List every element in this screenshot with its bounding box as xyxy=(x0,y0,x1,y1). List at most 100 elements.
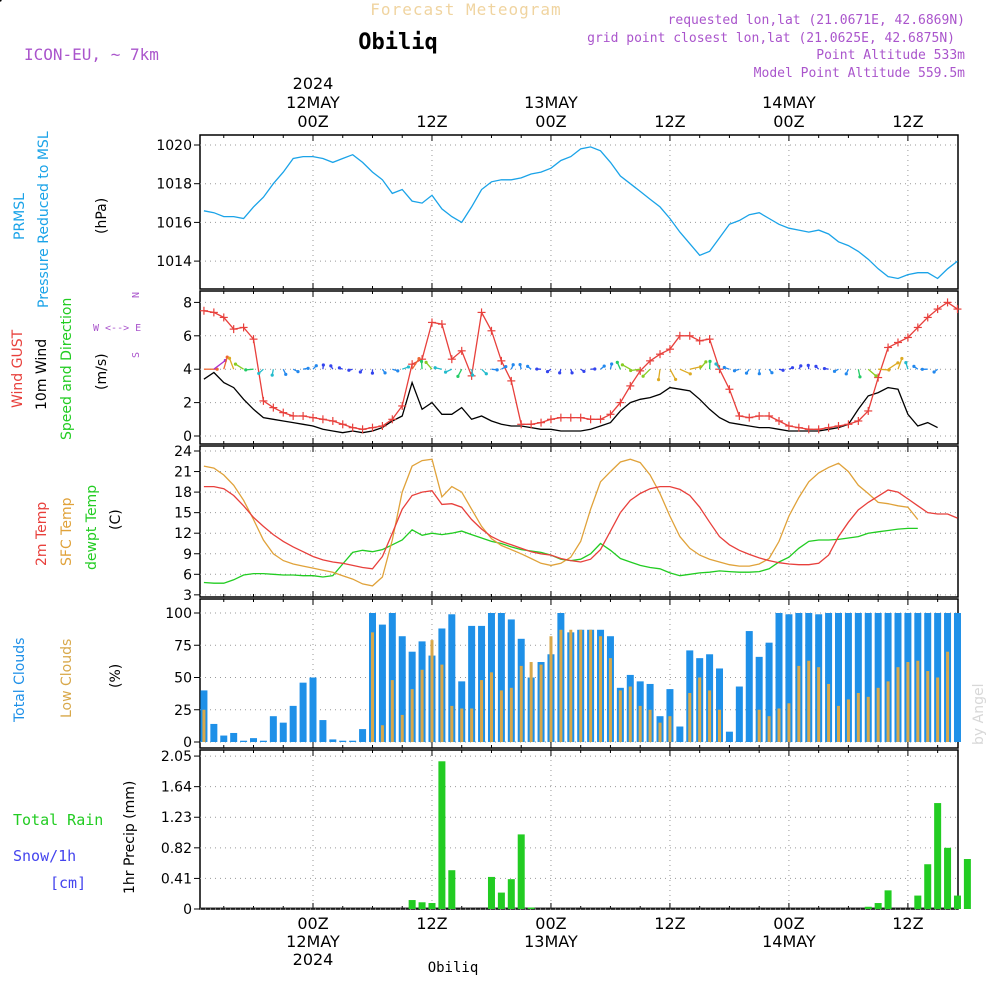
clouds-ytick-label: 75 xyxy=(174,638,192,654)
low-cloud-bar xyxy=(668,716,672,742)
precip-ytick-label: 2.05 xyxy=(161,749,192,765)
top-time-label: 14MAY xyxy=(762,93,816,112)
bottom-time-label: 00Z xyxy=(535,914,566,933)
wind-arrow-head xyxy=(215,367,219,371)
dewpt-line xyxy=(203,527,918,584)
wind-arrow-head xyxy=(582,369,586,373)
total-cloud-bar xyxy=(329,739,337,742)
wind-arrow xyxy=(213,360,226,370)
total-cloud-bar xyxy=(299,682,307,742)
wind-arrow-head xyxy=(757,372,761,376)
wind-arrow-head xyxy=(844,372,848,376)
total-cloud-bar xyxy=(289,705,297,742)
low-cloud-bar xyxy=(777,708,781,742)
pressure-ytick-label: 1016 xyxy=(156,215,192,231)
percent-label: (%) xyxy=(108,664,124,688)
top-time-label: 00Z xyxy=(535,112,566,131)
wind-arrow-head xyxy=(806,363,810,367)
wind-arrow-head xyxy=(858,375,862,379)
low-cloud-bar xyxy=(936,677,940,742)
wind-arrow-head xyxy=(814,364,818,368)
temp-2m-label: 2m Temp xyxy=(34,502,50,566)
low-cloud-bar xyxy=(509,687,513,742)
rain-bar xyxy=(934,803,942,909)
wind-arrow-head xyxy=(257,371,261,376)
wind-arrow-head xyxy=(518,362,522,367)
wind-arrow-head xyxy=(495,368,499,372)
total-cloud-bar xyxy=(339,740,347,742)
wind-arrow-head xyxy=(904,361,908,365)
low-cloud-bar xyxy=(390,680,394,742)
wind-arrow-head xyxy=(396,369,400,373)
low-cloud-bar xyxy=(787,703,791,742)
temp-frame xyxy=(199,445,959,598)
low-cloud-bar xyxy=(916,660,920,742)
total-cloud-bar xyxy=(676,726,684,742)
total-cloud-bar xyxy=(507,619,515,742)
wind-arrow-head xyxy=(781,368,785,372)
wind-arrow-head xyxy=(708,359,712,364)
low-cloud-bar xyxy=(817,667,821,742)
wind-speed-dir-label: Speed and Direction xyxy=(59,298,75,440)
wind-ytick-label: 2 xyxy=(183,396,192,412)
wind-speed-line xyxy=(203,371,938,434)
total-cloud-bar xyxy=(240,740,248,742)
bottom-time-label: 00Z xyxy=(297,914,328,933)
bottom-time-label: 14MAY xyxy=(762,932,816,951)
total-cloud-bar xyxy=(230,732,238,742)
rain-bar xyxy=(497,892,505,909)
wind-arrow-head xyxy=(732,369,737,373)
temp-ytick-label: 21 xyxy=(174,465,192,481)
wind-arrow-head xyxy=(722,365,726,370)
top-time-label: 00Z xyxy=(773,112,804,131)
low-cloud-bar xyxy=(856,692,860,742)
rain-bar xyxy=(507,879,515,909)
wind-arrow-head xyxy=(714,362,718,366)
total-cloud-bar xyxy=(319,720,327,742)
total-cloud-bar xyxy=(864,613,872,742)
low-cloud-bar xyxy=(797,665,801,742)
total-rain-label: Total Rain xyxy=(13,811,103,829)
wind-arrow-head xyxy=(704,360,708,364)
bottom-time-label: 12MAY xyxy=(286,932,340,951)
low-cloud-bar xyxy=(489,672,493,742)
wind-labels: Wind GUST 10m Wind Speed and Direction (… xyxy=(10,292,142,440)
watermark: by Angel xyxy=(971,684,987,745)
rain-bar xyxy=(944,847,952,909)
precip-ytick-label: 0 xyxy=(183,902,192,918)
total-cloud-bar xyxy=(468,625,476,742)
wind-arrow-head xyxy=(799,364,803,368)
compass-we: W <--> E xyxy=(93,323,141,334)
precip-panel: 0 0.41 0.82 1.23 1.64 2.05 xyxy=(161,749,971,918)
wind-arrow-head xyxy=(656,377,661,382)
wind-arrow-head xyxy=(932,370,936,374)
wind-arrow-head xyxy=(832,369,837,373)
celsius-label: (C) xyxy=(108,509,124,530)
wind-arrow-head xyxy=(314,364,318,368)
clouds-ytick-label: 0 xyxy=(183,735,192,751)
low-cloud-bar xyxy=(499,690,503,742)
low-cloud-bar xyxy=(896,667,900,742)
pressure-ytick-label: 1018 xyxy=(156,177,192,193)
bottom-time-label: 12Z xyxy=(416,914,447,933)
temp-ytick-label: 24 xyxy=(174,444,192,460)
low-cloud-bar xyxy=(648,709,652,742)
top-time-label: 2024 xyxy=(293,74,334,93)
wind-arrow-head xyxy=(358,370,362,374)
total-cloud-bar xyxy=(309,677,317,742)
wind-10m-label: 10m Wind xyxy=(34,339,50,410)
total-cloud-bar xyxy=(497,613,505,742)
wind-arrow-head xyxy=(424,360,428,365)
wind-arrow-head xyxy=(593,367,597,371)
wind-arrow-head xyxy=(912,364,916,368)
total-cloud-bar xyxy=(259,740,267,742)
bottom-time-label: 00Z xyxy=(773,914,804,933)
wind-arrow-head xyxy=(504,365,508,369)
wind-arrow-head xyxy=(0,0,2,2)
temperature-panel: 3 6 9 12 15 18 21 24 xyxy=(174,444,959,604)
low-cloud-bar xyxy=(757,709,761,742)
top-time-label: 13MAY xyxy=(524,93,578,112)
wind-arrow-head xyxy=(270,373,274,377)
